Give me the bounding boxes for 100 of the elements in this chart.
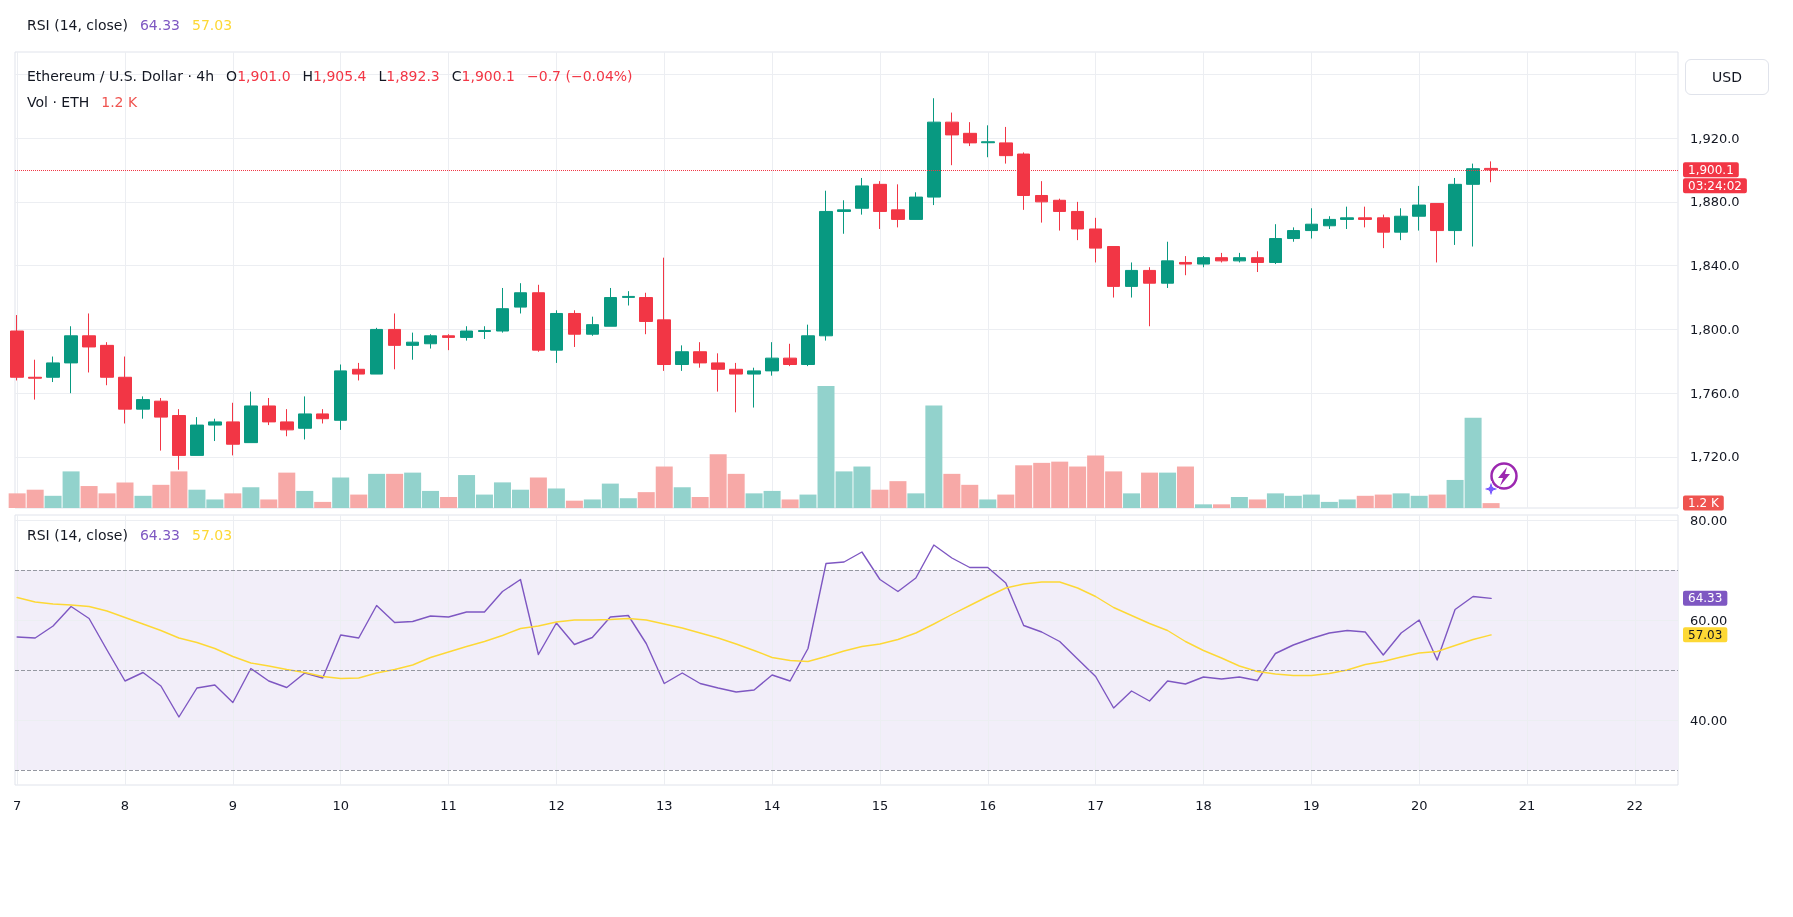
bar (1212, 504, 1230, 508)
candlestick (586, 316, 599, 337)
candlestick (711, 352, 725, 393)
annotation: H1,905.4 (302, 68, 367, 84)
candlestick (1251, 250, 1264, 273)
candlestick (747, 367, 761, 409)
bar (673, 487, 691, 508)
text: Ethereum / U.S. Dollar · 4h (27, 68, 215, 84)
y-tick-label: 40.00 (1690, 712, 1728, 728)
candlestick (765, 341, 779, 377)
candlestick (46, 356, 60, 383)
bar (116, 482, 134, 508)
candlestick (280, 408, 294, 437)
bar (350, 494, 368, 508)
candlestick (64, 325, 78, 394)
candlestick (1107, 246, 1120, 299)
candlestick (999, 126, 1013, 165)
candlestick (657, 257, 671, 372)
candlestick (190, 416, 204, 456)
bar (314, 501, 332, 508)
candlestick (424, 333, 437, 350)
text: 64.33 (139, 17, 180, 33)
bar (224, 493, 242, 508)
candlestick (891, 183, 905, 228)
annotation: 1.2 K (101, 94, 138, 110)
candlestick (1143, 266, 1156, 327)
x-tick-label: 22 (1626, 798, 1644, 813)
candlestick (693, 341, 707, 369)
candlestick (1125, 261, 1138, 299)
text: 57.03 (1688, 627, 1723, 642)
candlestick (514, 282, 527, 314)
x-tick-label: 18 (1195, 798, 1212, 813)
candlestick (1323, 215, 1336, 230)
x-tick-label: 19 (1303, 798, 1320, 813)
candlestick (1466, 163, 1480, 248)
text: RSI (14, close) (27, 527, 128, 543)
candlestick (801, 324, 815, 367)
candlestick (819, 190, 833, 342)
bar (1248, 499, 1266, 508)
candlestick (1358, 206, 1372, 228)
candlestick (388, 312, 401, 370)
x-tick-label: 9 (228, 798, 237, 813)
candlestick (729, 362, 743, 413)
y-axis-title: USD (1712, 69, 1742, 85)
candlestick (1394, 207, 1408, 241)
candlestick (370, 327, 383, 375)
candlestick (1340, 206, 1354, 230)
candlestick (855, 177, 869, 216)
candlestick (945, 112, 959, 166)
candlestick (208, 418, 222, 442)
x-tick-label: 8 (120, 798, 130, 813)
candlestick (154, 397, 168, 452)
bar (1141, 472, 1159, 508)
bar (1176, 466, 1194, 508)
candlestick (873, 180, 887, 230)
bar (1230, 497, 1248, 508)
candlestick (568, 309, 581, 348)
bar (1428, 494, 1446, 508)
candlestick (532, 284, 545, 353)
candlestick (352, 362, 365, 381)
bar (134, 495, 152, 508)
candlestick (783, 343, 797, 367)
candlestick (1305, 207, 1318, 240)
candlestick (963, 121, 977, 147)
y-tick-label: 80.00 (1690, 512, 1728, 528)
x-tick-label: 13 (655, 798, 673, 813)
text: 1.2 K (1688, 496, 1720, 511)
x-tick-label: 12 (548, 798, 565, 813)
candlestick (550, 309, 563, 364)
x-tick-label: 21 (1518, 798, 1536, 813)
annotation: L1,892.3 (378, 68, 440, 84)
candlestick (1071, 201, 1084, 241)
candlestick (100, 341, 114, 386)
x-tick-label: 11 (440, 798, 457, 813)
candlestick (981, 124, 995, 158)
bar (547, 488, 565, 508)
candlestick (1377, 214, 1390, 249)
x-tick-label: 20 (1410, 798, 1428, 813)
candlestick (909, 191, 923, 220)
candlestick (1448, 177, 1462, 246)
candlestick (1197, 255, 1210, 268)
line-series (16, 544, 1492, 718)
x-tick-label: 15 (871, 798, 889, 813)
text: 64.33 (1688, 591, 1723, 606)
candlestick (1233, 252, 1246, 263)
candlestick (1430, 202, 1444, 263)
candlestick (82, 312, 96, 373)
candlestick (639, 292, 653, 335)
annotation: 57.03 (192, 527, 233, 543)
x-tick-label: 10 (332, 798, 349, 813)
bar (368, 473, 386, 508)
chart-title: RSI (14, close) (27, 17, 128, 33)
bar (979, 499, 997, 508)
candlestick (28, 359, 42, 401)
candlestick (622, 290, 635, 307)
bar (565, 500, 583, 508)
candlestick (1035, 180, 1048, 224)
candlestick (118, 356, 132, 424)
candlestick (298, 395, 312, 440)
chart-title: Vol · ETH (27, 94, 90, 110)
